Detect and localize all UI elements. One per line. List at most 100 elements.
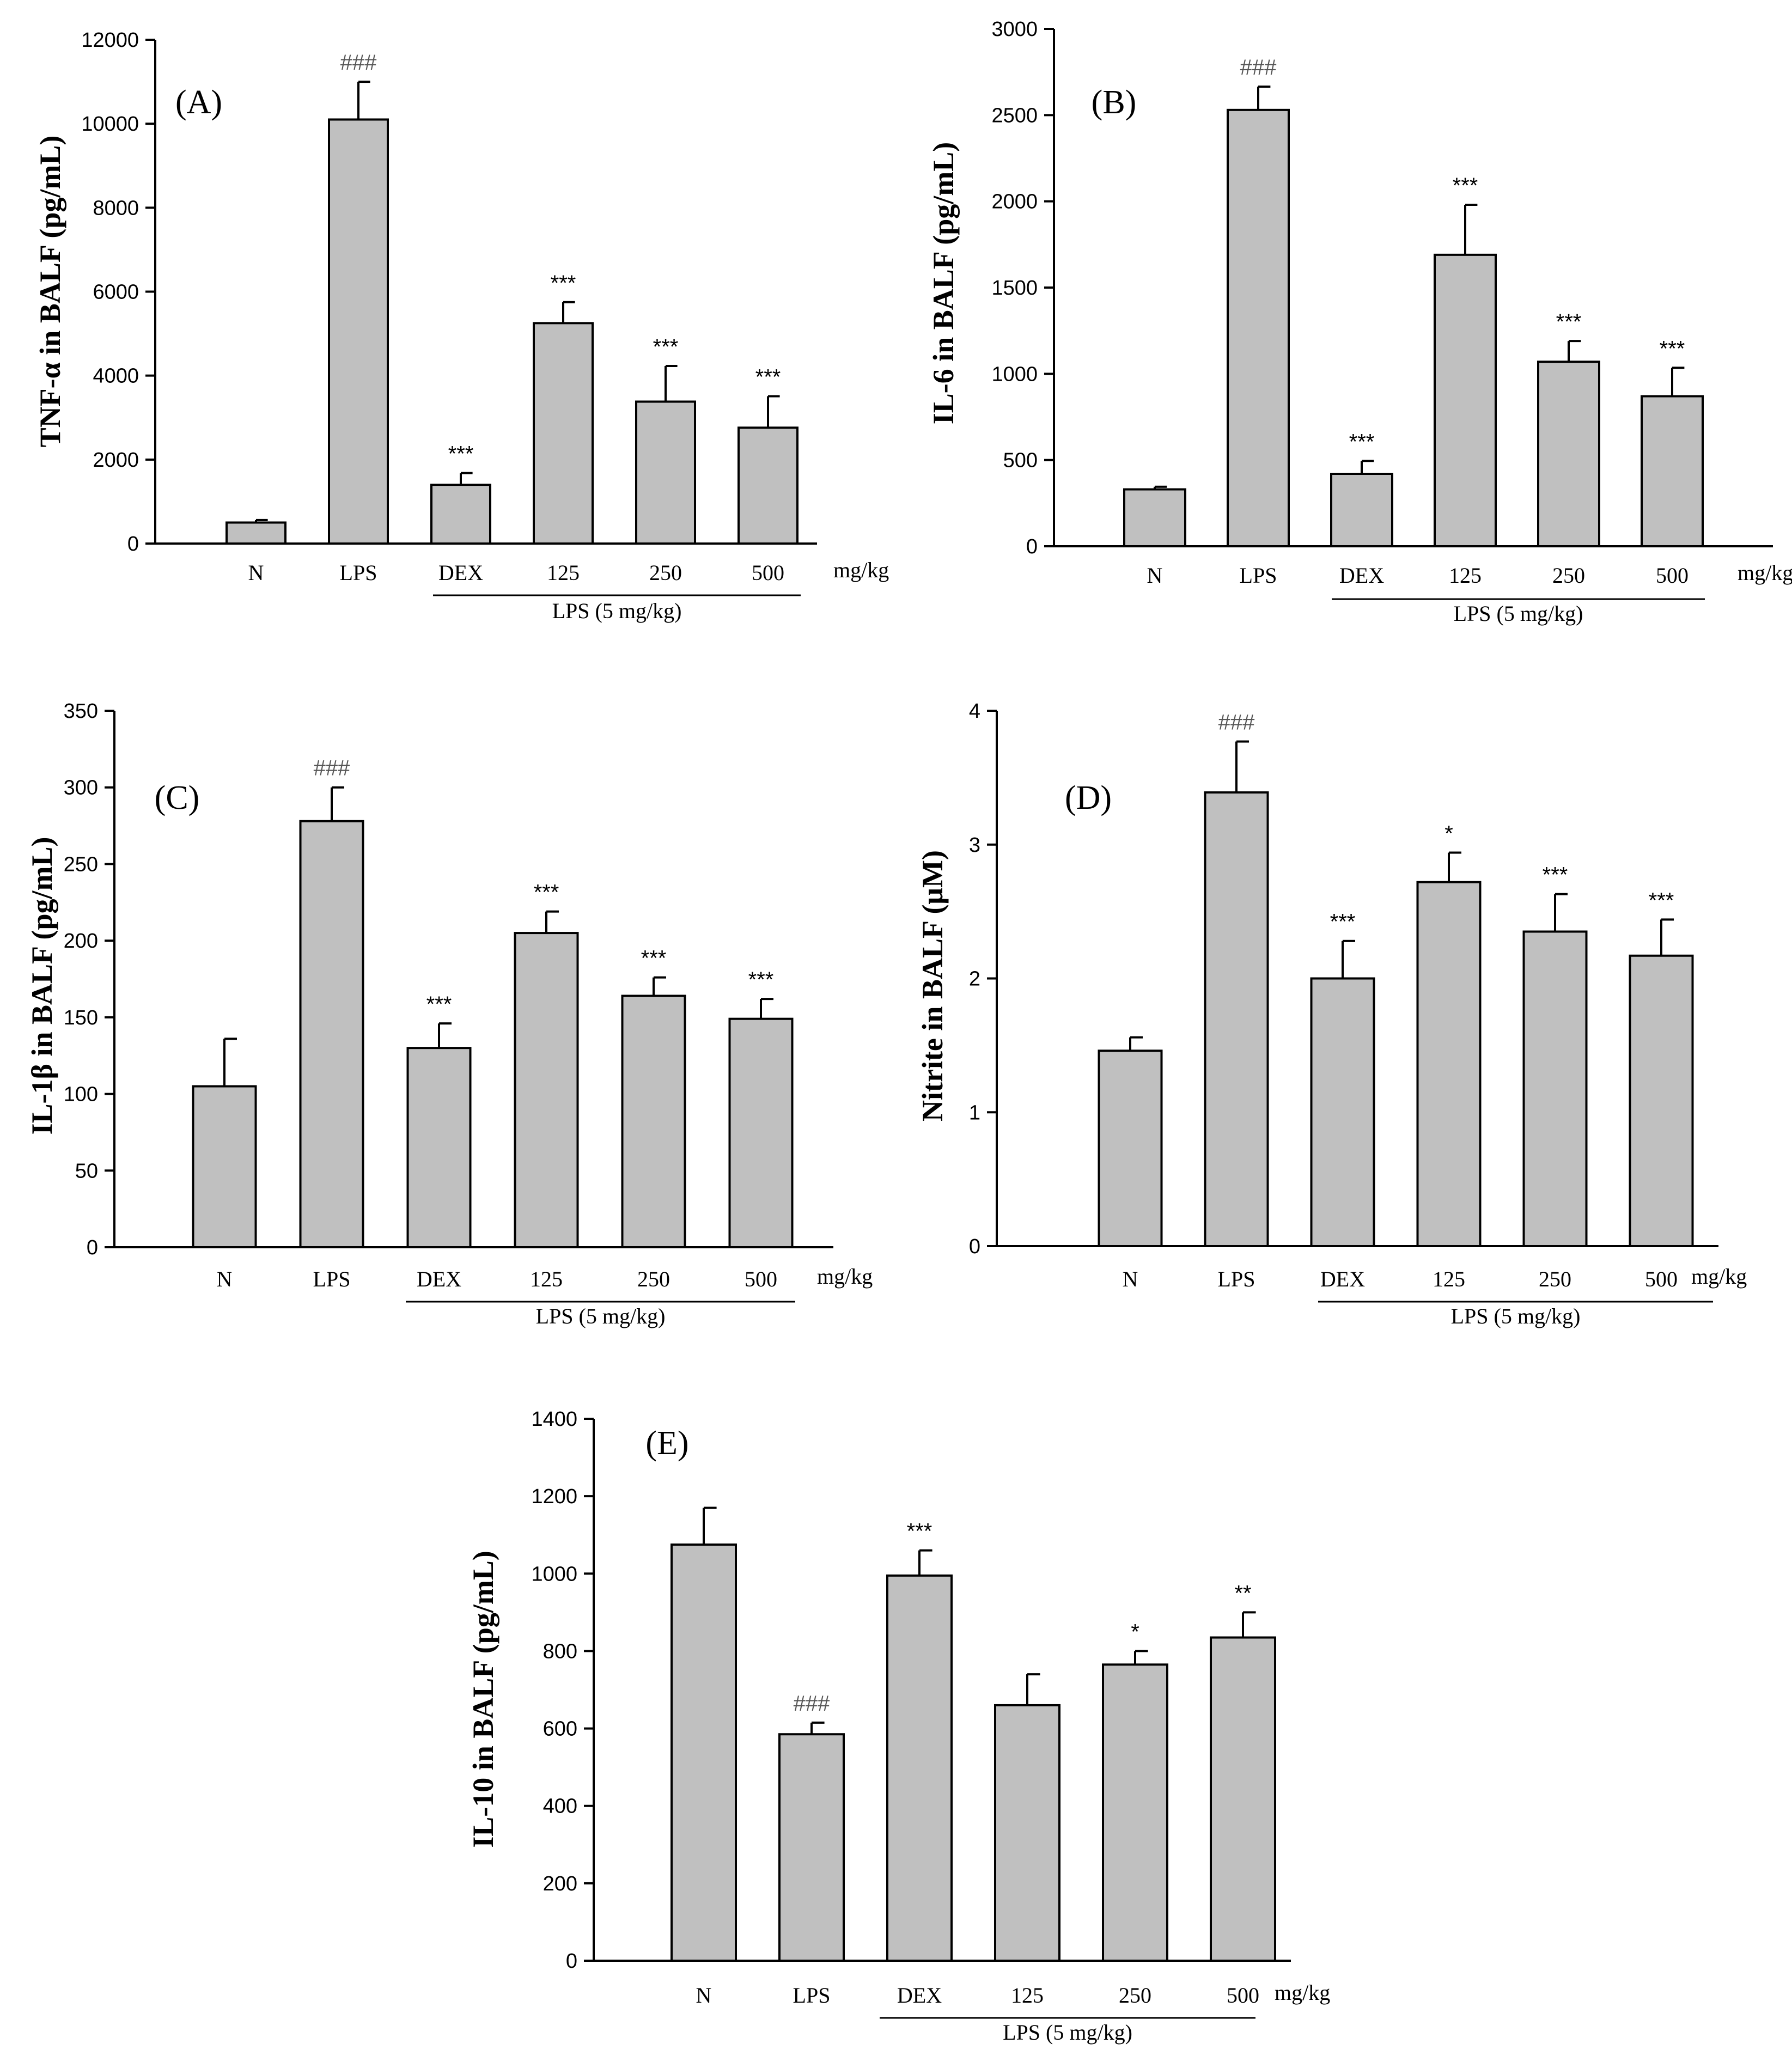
bar-500	[1641, 395, 1704, 547]
significance-mark: **	[1234, 1581, 1251, 1605]
y-tick-label: 50	[75, 1160, 98, 1182]
y-axis-title: Nitrite in BALF (μM)	[916, 850, 949, 1121]
significance-mark: ***	[1543, 863, 1568, 887]
y-tick-label: 2	[969, 968, 980, 991]
bar-125	[1434, 253, 1497, 548]
x-tick-label: 125	[530, 1267, 563, 1291]
unit-label: mg/kg	[1691, 1264, 1747, 1289]
significance-mark: ***	[551, 271, 576, 295]
x-tick-label: N	[217, 1267, 233, 1291]
x-tick-label: 125	[1433, 1267, 1465, 1291]
y-tick-label: 2000	[93, 449, 139, 472]
significance-mark: ***	[1649, 888, 1674, 912]
chart-panel-c: 0 50 100 150 200 250 300 350 IL-1β in BALF (pg/m…	[26, 700, 873, 1328]
bar-lps	[299, 820, 364, 1248]
x-tick-label: DEX	[1339, 563, 1384, 588]
significance-mark: ***	[748, 968, 774, 992]
y-tick-label: 400	[543, 1795, 577, 1818]
x-tick-label: LPS	[340, 560, 377, 585]
x-tick-label: 500	[1656, 563, 1689, 588]
x-tick-label: 250	[1539, 1267, 1571, 1291]
bar-n	[1123, 488, 1186, 547]
chart-panel-a: 0 2000 4000 6000 8000 10000 12000 TNF-α in BALF…	[34, 29, 889, 623]
significance-mark: ###	[314, 757, 350, 780]
bar-125	[994, 1704, 1060, 1962]
significance-mark: ***	[653, 335, 679, 359]
panel-tag: (A)	[175, 84, 222, 121]
bar-dex	[886, 1574, 953, 1962]
y-tick-label: 200	[64, 930, 98, 953]
x-tick-label: 125	[1449, 563, 1482, 588]
group-label: LPS (5 mg/kg)	[1454, 601, 1583, 626]
y-tick-label: 1500	[991, 277, 1038, 300]
chart-panel-d: 0 1 2 3 4 Nitrite in BALF (μM) (D) N ### LPS *** DE…	[916, 700, 1747, 1328]
significance-mark: ***	[641, 947, 667, 971]
y-tick-label: 300	[64, 777, 98, 800]
unit-label: mg/kg	[1738, 560, 1792, 585]
significance-mark: *	[1131, 1620, 1139, 1644]
y-tick-label: 1000	[531, 1563, 577, 1585]
y-tick-label: 4000	[93, 365, 139, 388]
bar-dex	[1330, 473, 1393, 547]
panel-tag: (E)	[645, 1425, 688, 1462]
panel-tag: (D)	[1065, 779, 1112, 816]
x-tick-label: DEX	[1320, 1267, 1365, 1291]
y-tick-label: 500	[1003, 449, 1038, 472]
x-tick-label: 250	[637, 1267, 670, 1291]
bar-n	[225, 521, 287, 545]
y-tick-label: 3	[969, 834, 980, 857]
y-tick-label: 200	[543, 1872, 577, 1895]
y-tick-label: 10000	[81, 113, 139, 136]
y-axis-title: IL-6 in BALF (pg/mL)	[927, 142, 960, 425]
bar-250	[1522, 930, 1588, 1247]
bar-500	[737, 426, 799, 545]
y-tick-label: 600	[543, 1718, 577, 1741]
bar-250	[621, 995, 686, 1248]
y-tick-label: 2500	[991, 104, 1038, 127]
y-tick-label: 0	[127, 533, 139, 556]
y-tick-label: 0	[566, 1950, 577, 1973]
y-tick-label: 0	[87, 1236, 98, 1259]
group-label: LPS (5 mg/kg)	[552, 599, 682, 623]
y-tick-label: 1200	[531, 1485, 577, 1508]
significance-mark: ***	[755, 365, 781, 389]
significance-mark: ***	[1330, 910, 1356, 934]
chart-panel-b: 0 500 1000 1500 2000 2500 3000 IL-6 in BALF (pg…	[927, 18, 1792, 626]
bar-lps	[1227, 108, 1290, 548]
y-tick-label: 12000	[81, 29, 139, 52]
y-tick-label: 4	[969, 700, 980, 723]
panel-tag: (B)	[1092, 84, 1137, 121]
unit-label: mg/kg	[833, 558, 889, 582]
significance-mark: ###	[794, 1692, 830, 1716]
bar-lps	[328, 118, 389, 545]
x-tick-label: N	[248, 560, 264, 585]
bar-n	[671, 1543, 737, 1962]
x-tick-label: N	[1147, 563, 1163, 588]
y-axis-title: TNF-α in BALF (pg/mL)	[34, 136, 66, 448]
x-tick-label: LPS	[1240, 563, 1277, 588]
bar-500	[1210, 1636, 1276, 1962]
y-tick-label: 1400	[531, 1408, 577, 1431]
significance-mark: ###	[1218, 711, 1255, 735]
group-label: LPS (5 mg/kg)	[1003, 2020, 1132, 2045]
y-tick-label: 1000	[991, 363, 1038, 386]
bar-lps	[778, 1733, 845, 1962]
y-tick-label: 150	[64, 1006, 98, 1029]
significance-mark: ***	[1453, 174, 1478, 198]
bar-250	[1537, 361, 1600, 548]
significance-mark: ***	[448, 442, 474, 466]
x-tick-label: DEX	[897, 1983, 942, 2008]
x-tick-label: 500	[1645, 1267, 1678, 1291]
bar-500	[1629, 954, 1694, 1248]
bar-n	[1098, 1050, 1163, 1248]
x-tick-label: 500	[1227, 1983, 1259, 2008]
bar-lps	[1204, 791, 1269, 1248]
panel-tag: (C)	[155, 779, 200, 816]
y-tick-label: 3000	[991, 18, 1038, 41]
y-tick-label: 6000	[93, 281, 139, 304]
y-axis-title: IL-10 in BALF (pg/mL)	[467, 1551, 499, 1848]
significance-mark: ***	[426, 992, 452, 1016]
bar-dex	[1310, 977, 1375, 1247]
bar-125	[514, 932, 579, 1249]
significance-mark: ***	[1556, 310, 1582, 334]
